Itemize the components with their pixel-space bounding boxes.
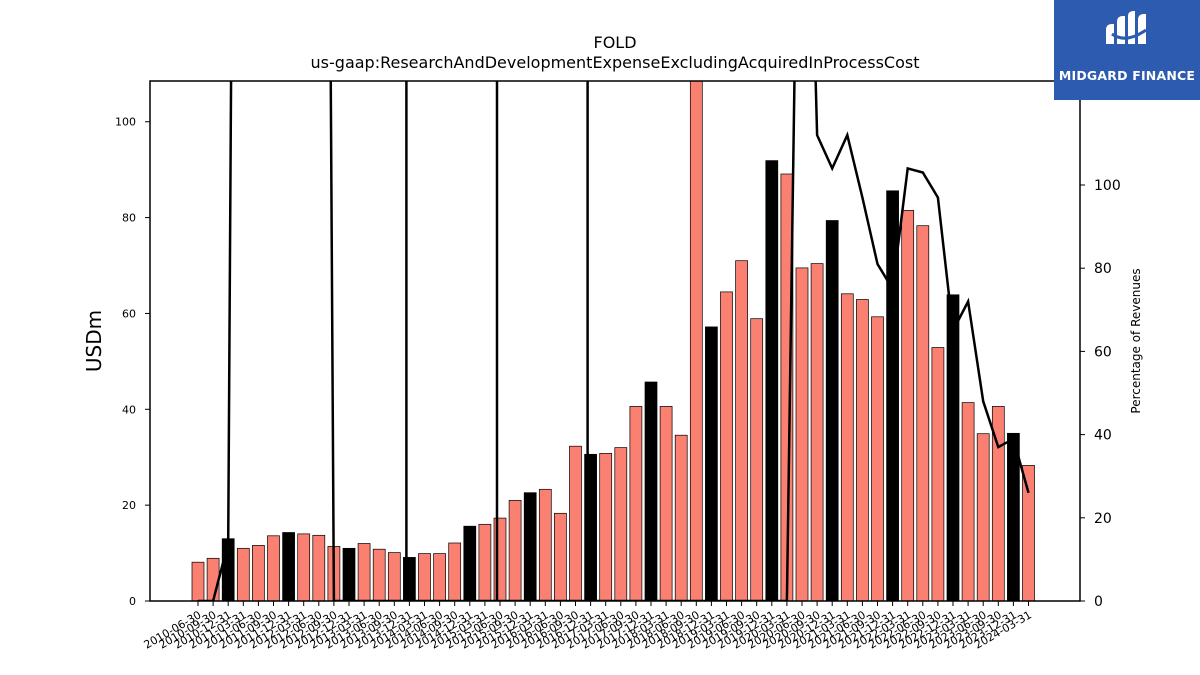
right-axis: 0 20 40 60 80 100 bbox=[1080, 178, 1121, 610]
bar-2013-09-30 bbox=[387, 552, 401, 602]
right-tick-label: 80 bbox=[1094, 261, 1112, 277]
bar-2018-12-31 bbox=[705, 326, 718, 602]
left-tick-label: 100 bbox=[115, 116, 136, 129]
bar-2020-12-31 bbox=[825, 220, 839, 602]
midgard-finance-logo: MIDGARD FINANCE bbox=[1054, 0, 1200, 100]
ratio-line-group bbox=[198, 81, 1030, 601]
bar-2021-06-30 bbox=[856, 299, 869, 602]
bar-2020-06-30 bbox=[795, 267, 809, 602]
bar-2017-12-31 bbox=[644, 381, 658, 602]
bar-2016-09-30 bbox=[569, 445, 582, 602]
bar-2017-09-30 bbox=[629, 406, 643, 602]
bar-2018-09-30 bbox=[689, 80, 703, 602]
bar-2021-03-31 bbox=[840, 293, 854, 602]
bar-2019-03-31 bbox=[720, 291, 733, 602]
bar-2013-06-30 bbox=[372, 548, 386, 602]
bar-2020-09-30 bbox=[810, 263, 824, 602]
bar-2014-09-30 bbox=[448, 542, 462, 602]
bar-2012-06-30 bbox=[312, 534, 326, 602]
bar-2015-09-30 bbox=[508, 500, 522, 602]
right-tick-label: 40 bbox=[1094, 428, 1112, 444]
bar-2015-12-31 bbox=[523, 492, 537, 602]
bar-2016-03-31 bbox=[538, 488, 552, 602]
chart-title: FOLD bbox=[593, 33, 636, 52]
bar-2014-12-31 bbox=[463, 525, 477, 602]
logo-text: MIDGARD FINANCE bbox=[1058, 68, 1196, 83]
bar-2011-03-31 bbox=[236, 547, 250, 602]
y2-axis-label: Percentage of Revenues bbox=[1129, 268, 1143, 413]
plot-frame bbox=[149, 80, 1081, 602]
bar-2021-09-30 bbox=[871, 316, 884, 602]
left-tick-label: 0 bbox=[129, 595, 136, 608]
chart-subtitle: us-gaap:ResearchAndDevelopmentExpenseExc… bbox=[311, 53, 920, 72]
bar-2023-06-30 bbox=[976, 433, 990, 602]
bar-2010-12-31 bbox=[221, 538, 235, 602]
bar-2022-09-30 bbox=[931, 347, 945, 602]
bar-2023-03-31 bbox=[961, 402, 975, 602]
bar-2024-03-31 bbox=[1022, 465, 1035, 602]
bar-2011-12-31 bbox=[282, 532, 295, 602]
bar-2010-06-30 bbox=[191, 561, 205, 602]
bar-2016-06-30 bbox=[554, 512, 567, 602]
ratio-line bbox=[198, 81, 1030, 601]
bar-2022-12-31 bbox=[946, 294, 960, 602]
bar-2017-03-31 bbox=[599, 453, 613, 602]
right-tick-label: 60 bbox=[1094, 344, 1112, 360]
bar-2019-12-31 bbox=[765, 160, 779, 602]
bar-2018-06-30 bbox=[674, 434, 688, 602]
bar-2011-06-30 bbox=[252, 545, 265, 602]
right-tick-label: 0 bbox=[1094, 594, 1103, 610]
bar-2022-03-31 bbox=[901, 210, 915, 602]
y-axis-label: USDm bbox=[82, 310, 106, 372]
left-tick-label: 80 bbox=[122, 212, 136, 225]
bar-2012-03-31 bbox=[297, 533, 311, 602]
bar-group bbox=[191, 80, 1035, 602]
x-axis: 2010-06-302010-09-302010-12-312011-03-31… bbox=[142, 601, 1034, 652]
bar-2010-09-30 bbox=[206, 557, 220, 602]
left-tick-label: 60 bbox=[122, 307, 136, 320]
left-axis: 0 20 40 60 80 100 bbox=[115, 116, 150, 608]
right-tick-label: 100 bbox=[1094, 178, 1121, 194]
bar-2014-03-31 bbox=[418, 553, 431, 602]
bar-2014-06-30 bbox=[433, 553, 446, 602]
logo-mark-icon bbox=[1106, 11, 1147, 44]
bar-2022-06-30 bbox=[916, 225, 930, 602]
bar-2011-09-30 bbox=[267, 535, 280, 602]
bar-2019-06-30 bbox=[735, 260, 748, 602]
left-tick-label: 40 bbox=[122, 403, 136, 416]
bar-2017-06-30 bbox=[614, 447, 628, 602]
bar-2015-03-31 bbox=[478, 523, 492, 602]
bar-2019-09-30 bbox=[750, 318, 764, 602]
left-tick-label: 20 bbox=[122, 499, 136, 512]
bar-2012-12-31 bbox=[342, 547, 356, 602]
right-tick-label: 20 bbox=[1094, 511, 1112, 527]
bar-2018-03-31 bbox=[659, 406, 673, 602]
bar-2013-03-31 bbox=[357, 543, 371, 602]
